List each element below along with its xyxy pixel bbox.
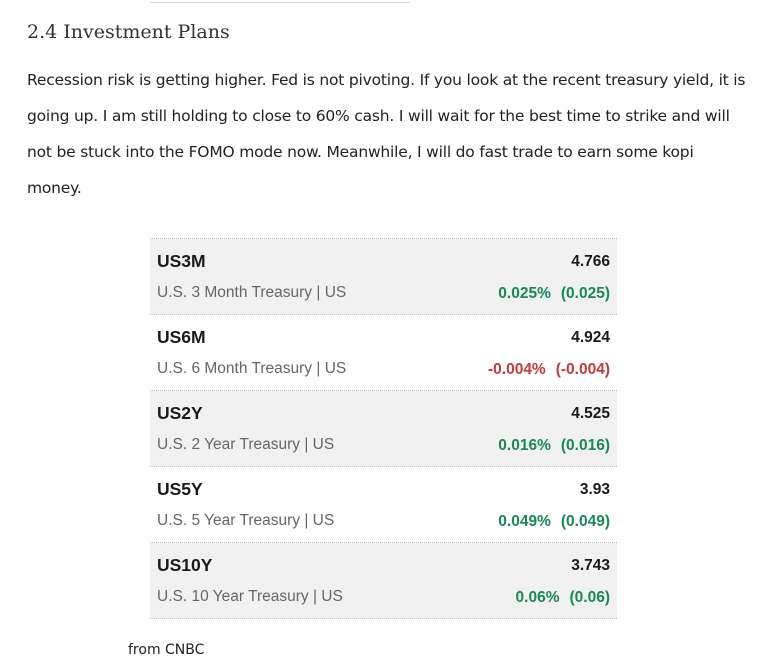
row-change-percent: 0.016% (498, 437, 551, 454)
row-price: 4.924 (571, 329, 610, 346)
row-price: 4.525 (571, 405, 610, 422)
row-symbol: US2Y (157, 403, 203, 423)
previous-content-edge (150, 0, 410, 3)
row-change: 0.016% (0.016) (498, 437, 610, 455)
treasury-quote-table: US3M 4.766 U.S. 3 Month Treasury | US 0.… (150, 238, 617, 619)
row-change-percent: -0.004% (487, 361, 546, 378)
row-name: U.S. 6 Month Treasury | US (157, 360, 347, 377)
row-symbol: US3M (157, 251, 206, 271)
row-change-percent: 0.049% (498, 513, 551, 530)
row-name: U.S. 3 Month Treasury | US (157, 284, 347, 301)
row-symbol: US10Y (157, 555, 213, 575)
row-symbol: US6M (157, 327, 206, 347)
row-change-percent: 0.06% (515, 589, 560, 606)
table-row: US10Y 3.743 U.S. 10 Year Treasury | US 0… (150, 543, 617, 619)
table-row: US2Y 4.525 U.S. 2 Year Treasury | US 0.0… (150, 391, 617, 467)
row-change: 0.049% (0.049) (498, 513, 610, 531)
row-name: U.S. 10 Year Treasury | US (157, 588, 343, 605)
row-change-value: (-0.004) (555, 361, 610, 378)
row-price: 4.766 (571, 253, 610, 270)
row-name: U.S. 5 Year Treasury | US (157, 512, 335, 529)
row-change-value: (0.025) (560, 285, 610, 302)
row-change: 0.06% (0.06) (516, 589, 610, 607)
row-name: U.S. 2 Year Treasury | US (157, 436, 335, 453)
row-change-value: (0.06) (569, 589, 611, 606)
table-row: US5Y 3.93 U.S. 5 Year Treasury | US 0.04… (150, 467, 617, 543)
row-change-percent: 0.025% (498, 285, 551, 302)
section-heading: 2.4 Investment Plans (27, 21, 230, 43)
source-caption: from CNBC (128, 642, 205, 658)
row-change-value: (0.049) (560, 513, 610, 530)
row-change: -0.004% (-0.004) (488, 361, 610, 379)
row-price: 3.93 (579, 481, 610, 498)
row-symbol: US5Y (157, 479, 203, 499)
row-price: 3.743 (571, 557, 610, 574)
table-row: US3M 4.766 U.S. 3 Month Treasury | US 0.… (150, 239, 617, 315)
row-change: 0.025% (0.025) (498, 285, 610, 303)
investment-plans-paragraph: Recession risk is getting higher. Fed is… (27, 71, 746, 197)
row-change-value: (0.016) (560, 437, 610, 454)
table-row: US6M 4.924 U.S. 6 Month Treasury | US -0… (150, 315, 617, 391)
